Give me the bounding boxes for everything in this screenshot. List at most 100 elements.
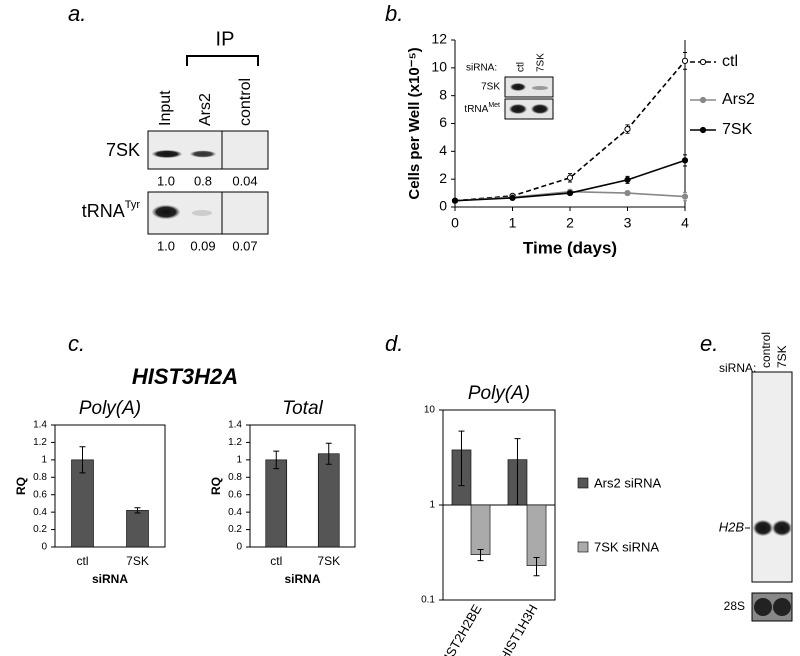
marker	[681, 193, 689, 200]
y-tick-label: 8	[439, 86, 447, 102]
chart-title: Poly(A)	[79, 398, 141, 419]
marker	[509, 194, 516, 202]
y-tick-label: 0	[41, 542, 47, 553]
marker	[681, 157, 689, 164]
x-tick-label: 3	[624, 215, 632, 231]
band	[192, 210, 212, 216]
band	[772, 520, 792, 536]
x-tick-label: HIST2H2BE	[436, 601, 485, 656]
chart-title: Total	[282, 398, 323, 419]
band	[190, 150, 216, 158]
y-tick-label: 1	[236, 454, 242, 465]
marker	[624, 189, 631, 197]
blot-a: IP Input Ars2 control 7SK 1.0 0.8 0.04 t…	[82, 28, 269, 253]
y-tick-label: 0	[236, 542, 242, 553]
row-label: tRNAMet	[464, 102, 500, 115]
blot-label: siRNA:	[719, 361, 756, 375]
y-tick-label: 2	[439, 170, 447, 186]
x-tick-label: ctl	[77, 554, 89, 568]
error-bar	[134, 507, 141, 514]
bar	[470, 504, 491, 555]
band	[152, 150, 182, 158]
y-tick-label: 0.4	[228, 507, 242, 518]
group-label: IP	[216, 28, 235, 50]
band-label: H2B	[719, 519, 745, 534]
x-tick-label: 7SK	[317, 554, 340, 568]
legend-label: Ars2 siRNA	[594, 475, 662, 490]
marker	[451, 197, 459, 204]
legend-marker	[699, 58, 707, 66]
band	[152, 205, 180, 219]
band	[510, 83, 526, 91]
legend-label: Ars2	[722, 91, 755, 108]
y-tick-label: 1.4	[33, 420, 47, 431]
y-tick-label: 0.6	[228, 489, 242, 500]
legend-swatch	[577, 477, 589, 489]
chart-title: Poly(A)	[468, 383, 530, 404]
marker	[566, 174, 574, 181]
y-tick-label: 10	[431, 59, 447, 75]
quantification: 0.07	[232, 238, 257, 253]
band	[753, 520, 773, 536]
y-tick-label: 1.4	[228, 420, 242, 431]
blot	[504, 98, 554, 120]
bar	[526, 504, 547, 566]
bar	[265, 459, 288, 548]
y-axis-label: RQ	[209, 477, 223, 495]
lane-label: ctl	[516, 62, 527, 72]
plot-frame	[249, 424, 356, 548]
error-bar	[325, 442, 332, 465]
error-bar	[79, 446, 86, 474]
legend-swatch	[577, 541, 589, 553]
x-axis-label: siRNA	[92, 572, 128, 586]
lane-label: control	[759, 332, 773, 368]
bar	[126, 510, 149, 548]
y-tick-label: 0.4	[33, 507, 47, 518]
panel-label: d.	[385, 331, 403, 356]
panel-label: a.	[68, 1, 86, 26]
legend-marker	[699, 126, 707, 134]
bracket	[186, 55, 259, 66]
row-label: tRNATyr	[82, 199, 141, 221]
marker	[566, 189, 574, 197]
x-tick-label: 1	[509, 215, 517, 231]
error-bar	[514, 438, 521, 506]
error-bar	[458, 430, 465, 487]
lane-label: Ars2	[197, 93, 214, 126]
plot-frame	[54, 424, 166, 548]
y-tick-label: 12	[431, 31, 447, 47]
x-tick-label: 0	[451, 215, 459, 231]
y-tick-label: 0.8	[228, 472, 242, 483]
quantification: 1.0	[157, 238, 175, 253]
legend-label: ctl	[722, 53, 738, 70]
y-axis-label: RQ	[14, 477, 28, 495]
y-tick-label: 0.1	[421, 595, 435, 606]
y-tick-label: 1	[41, 454, 47, 465]
y-tick-label: 10	[424, 405, 436, 416]
quantification: 0.04	[232, 173, 257, 188]
y-tick-label: 1	[429, 500, 435, 511]
y-tick-label: 0.8	[33, 472, 47, 483]
band-label: 28S	[724, 599, 745, 613]
marker	[681, 57, 689, 64]
panel-label: e.	[700, 331, 718, 356]
blot-e: siRNA: control 7SK H2B 28S	[719, 332, 793, 622]
blot-b: siRNA: ctl 7SK 7SK tRNAMet	[464, 53, 554, 120]
x-tick-label: HIST1H3H	[496, 602, 540, 656]
y-tick-label: 1.2	[228, 437, 242, 448]
y-tick-label: 0.6	[33, 489, 47, 500]
lane-label: Input	[157, 90, 174, 126]
x-tick-label: ctl	[270, 554, 282, 568]
blot	[147, 130, 269, 170]
x-tick-label: 2	[566, 215, 574, 231]
blot-label: siRNA:	[466, 63, 497, 74]
legend-label: 7SK	[722, 121, 753, 138]
quantification: 0.8	[194, 173, 212, 188]
quantification: 0.09	[190, 238, 215, 253]
panel-label: c.	[68, 331, 85, 356]
row-label: 7SK	[106, 140, 140, 160]
y-tick-label: 1.2	[33, 437, 47, 448]
marker	[624, 125, 631, 133]
y-axis-label: Cells per Well (x10⁻⁵)	[406, 47, 423, 199]
